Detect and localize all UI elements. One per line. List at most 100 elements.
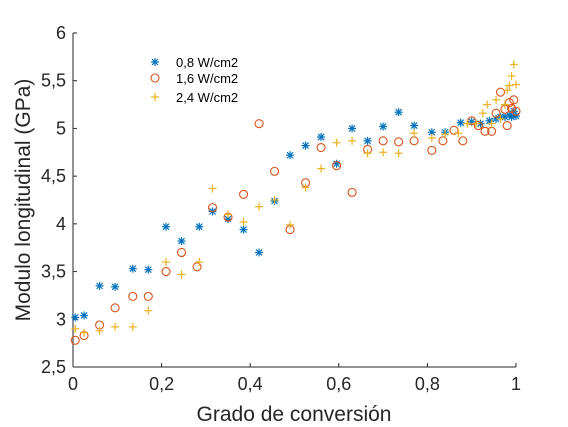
data-point-plus	[394, 149, 403, 158]
y-axis-title: Modulo longitudinal (GPa)	[12, 79, 35, 322]
data-point-circle	[161, 267, 171, 277]
x-tick-label: 0,8	[415, 374, 440, 394]
data-point-plus	[80, 328, 89, 337]
data-point-circle	[458, 136, 468, 146]
data-point-asterisk	[286, 151, 295, 160]
data-point-plus	[410, 129, 419, 138]
data-point-asterisk	[255, 248, 264, 257]
data-point-circle	[495, 87, 506, 97]
data-point-asterisk	[410, 121, 419, 130]
data-point-plus	[441, 130, 450, 139]
legend-entry-1: 1,6 W/cm2	[150, 71, 238, 86]
axes	[72, 33, 516, 368]
y-tick-label: 5	[56, 118, 66, 138]
data-point-asterisk	[363, 136, 372, 145]
data-point-plus	[454, 129, 463, 138]
data-point-asterisk	[394, 108, 403, 117]
x-tick-label: 0,2	[149, 374, 174, 394]
data-point-asterisk	[456, 118, 465, 127]
data-point-circle	[128, 291, 138, 301]
data-point-circle	[473, 121, 483, 131]
data-point-asterisk	[151, 58, 159, 66]
data-point-asterisk	[162, 222, 171, 231]
data-point-plus	[162, 258, 171, 267]
data-point-plus	[144, 306, 153, 315]
data-point-circle	[347, 187, 357, 197]
data-point-asterisk	[80, 311, 89, 320]
data-point-plus	[348, 136, 357, 145]
data-point-plus	[492, 95, 501, 104]
data-point-plus	[503, 86, 512, 95]
data-point-circle	[409, 136, 419, 146]
data-point-plus	[463, 119, 472, 128]
data-point-circle	[332, 161, 342, 171]
data-point-plus	[151, 93, 159, 101]
data-point-asterisk	[111, 282, 120, 291]
x-tick-label: 0	[68, 374, 78, 394]
legend-marker-circle	[150, 73, 160, 83]
x-tick-label: 1	[511, 374, 521, 394]
data-point-plus	[487, 119, 496, 128]
data-point-plus	[500, 100, 509, 109]
data-point-circle	[270, 166, 280, 176]
data-point-plus	[509, 60, 518, 69]
legend-entry-2: 2,4 W/cm2	[151, 90, 238, 105]
data-point-plus	[177, 270, 186, 279]
data-point-plus	[255, 202, 264, 211]
y-tick-label: 5,5	[41, 71, 66, 91]
data-point-asterisk	[95, 281, 104, 290]
data-point-circle	[491, 108, 501, 118]
data-point-asterisk	[379, 122, 388, 131]
x-axis-title: Grado de conversión	[197, 403, 392, 426]
legend-entry-0: 0,8 W/cm2	[151, 55, 238, 70]
data-point-plus	[208, 184, 217, 193]
y-tick-label: 3,5	[41, 262, 66, 282]
data-point-asterisk	[301, 141, 310, 150]
data-point-circle	[502, 121, 512, 131]
data-point-plus	[270, 196, 279, 204]
legend: 0,8 W/cm2 1,6 W/cm2 2,4 W/cm2	[150, 55, 238, 105]
data-point-plus	[496, 114, 505, 123]
data-point-plus	[478, 109, 487, 118]
data-point-asterisk	[332, 159, 341, 168]
data-point-plus	[483, 100, 492, 109]
legend-marker-asterisk	[151, 58, 159, 66]
data-point-plus	[71, 324, 80, 333]
data-point-plus	[472, 119, 481, 128]
data-point-asterisk	[512, 112, 520, 121]
data-point-circle	[509, 95, 519, 105]
y-tick-label: 4	[56, 214, 66, 234]
legend-marker-plus	[151, 93, 159, 101]
data-point-asterisk	[71, 313, 80, 322]
data-point-asterisk	[317, 133, 326, 142]
data-point-plus	[507, 71, 516, 80]
data-point-circle	[207, 203, 218, 213]
y-tick-label: 4,5	[41, 166, 66, 186]
y-tick-label: 6	[56, 23, 66, 43]
y-axis-ticks: 2,5 3 3,5 4 4,5 5 5,5 6	[41, 23, 77, 377]
data-point-asterisk	[128, 264, 137, 273]
data-point-plus	[128, 322, 137, 331]
y-tick-label: 2,5	[41, 357, 66, 377]
series-2	[71, 60, 520, 337]
data-point-plus	[224, 210, 233, 219]
data-point-circle	[254, 119, 264, 129]
data-point-plus	[111, 322, 120, 331]
data-point-circle	[480, 126, 490, 136]
data-point-asterisk	[195, 222, 204, 231]
data-point-plus	[379, 148, 388, 157]
data-point-circle	[394, 137, 404, 147]
x-tick-label: 0,4	[238, 374, 263, 394]
data-point-circle	[511, 106, 521, 116]
data-point-plus	[427, 133, 436, 142]
data-point-circle	[239, 189, 249, 199]
data-point-plus	[332, 138, 341, 147]
data-point-circle	[70, 335, 80, 345]
plot-area	[70, 60, 521, 345]
data-point-plus	[301, 183, 310, 192]
data-point-plus	[239, 217, 248, 226]
data-point-plus	[505, 81, 514, 90]
y-tick-label: 3	[56, 309, 66, 329]
x-axis-ticks: 0 0,2 0,4 0,6 0,8 1	[68, 363, 521, 394]
